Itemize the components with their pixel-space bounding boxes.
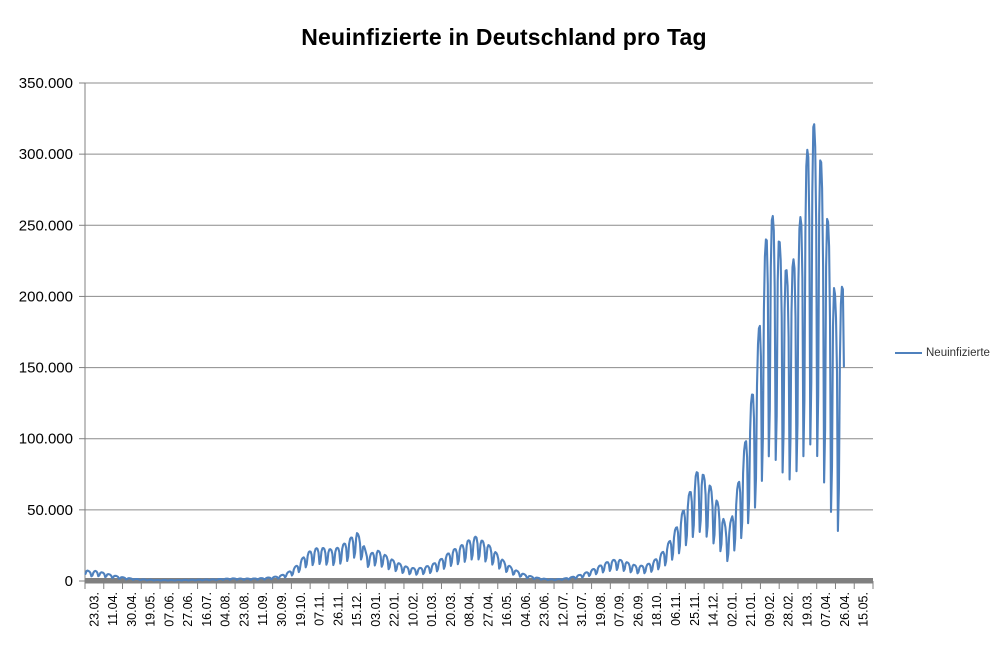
svg-text:06.11.: 06.11. <box>669 592 683 626</box>
svg-text:26.09.: 26.09. <box>631 592 645 627</box>
chart-title: Neuinfizierte in Deutschland pro Tag <box>301 24 707 50</box>
svg-text:20.03.: 20.03. <box>444 592 458 627</box>
svg-text:50.000: 50.000 <box>27 502 73 519</box>
svg-text:28.02.: 28.02. <box>782 592 796 627</box>
svg-text:19.05.: 19.05. <box>144 592 158 627</box>
svg-text:18.10.: 18.10. <box>650 592 664 627</box>
svg-text:07.04.: 07.04. <box>819 592 833 627</box>
svg-text:02.01.: 02.01. <box>725 592 739 627</box>
svg-text:300.000: 300.000 <box>19 146 73 163</box>
svg-text:15.05.: 15.05. <box>857 592 871 627</box>
svg-text:10.02.: 10.02. <box>406 592 420 627</box>
x-axis-ticks <box>84 581 874 589</box>
svg-text:04.08.: 04.08. <box>219 592 233 627</box>
svg-text:30.04.: 30.04. <box>125 592 139 627</box>
svg-text:31.07.: 31.07. <box>575 592 589 627</box>
svg-text:19.10.: 19.10. <box>294 592 308 627</box>
svg-text:250.000: 250.000 <box>19 217 73 234</box>
svg-text:14.12.: 14.12. <box>707 592 721 627</box>
svg-text:27.04.: 27.04. <box>481 592 495 627</box>
svg-text:19.03.: 19.03. <box>800 592 814 627</box>
svg-text:350.000: 350.000 <box>19 75 73 92</box>
y-gridlines <box>85 82 873 511</box>
svg-text:23.03.: 23.03. <box>87 592 101 627</box>
svg-text:25.11.: 25.11. <box>688 592 702 626</box>
y-axis <box>79 82 86 584</box>
svg-text:09.02.: 09.02. <box>763 592 777 627</box>
legend-label: Neuinfizierte <box>926 347 990 359</box>
svg-text:15.12.: 15.12. <box>350 592 364 627</box>
svg-text:16.05.: 16.05. <box>500 592 514 627</box>
svg-text:08.04.: 08.04. <box>463 592 477 627</box>
svg-text:07.09.: 07.09. <box>613 592 627 627</box>
svg-text:07.11.: 07.11. <box>313 592 327 626</box>
svg-text:11.04.: 11.04. <box>106 592 120 626</box>
svg-text:03.01.: 03.01. <box>369 592 383 627</box>
legend: Neuinfizierte <box>895 347 990 359</box>
series-line-neuinfizierte <box>84 123 845 582</box>
legend-line-icon <box>895 352 922 354</box>
svg-text:30.09.: 30.09. <box>275 592 289 627</box>
y-axis-labels: 350.000 300.000 250.000 200.000 150.000 100.0… <box>19 75 73 590</box>
svg-text:26.11.: 26.11. <box>331 592 345 626</box>
x-axis-baseline-bar <box>85 578 873 584</box>
svg-text:16.07.: 16.07. <box>200 592 214 627</box>
svg-text:12.07.: 12.07. <box>556 592 570 627</box>
svg-text:200.000: 200.000 <box>19 288 73 305</box>
svg-text:01.03.: 01.03. <box>425 592 439 627</box>
svg-text:04.06.: 04.06. <box>519 592 533 627</box>
svg-text:150.000: 150.000 <box>19 360 73 377</box>
svg-text:11.09.: 11.09. <box>256 592 270 626</box>
x-axis-labels: 23.03. 11.04. 30.04. 19.05. 07.06. 27.06. 16.0… <box>87 592 870 627</box>
svg-text:22.01.: 22.01. <box>388 592 402 627</box>
svg-text:19.08.: 19.08. <box>594 592 608 627</box>
svg-text:100.000: 100.000 <box>19 431 73 448</box>
svg-text:23.08.: 23.08. <box>237 592 251 627</box>
svg-text:26.04.: 26.04. <box>838 592 852 627</box>
svg-text:23.06.: 23.06. <box>538 592 552 627</box>
svg-text:27.06.: 27.06. <box>181 592 195 627</box>
svg-text:0: 0 <box>65 573 73 590</box>
svg-text:21.01.: 21.01. <box>744 592 758 627</box>
svg-text:07.06.: 07.06. <box>162 592 176 627</box>
